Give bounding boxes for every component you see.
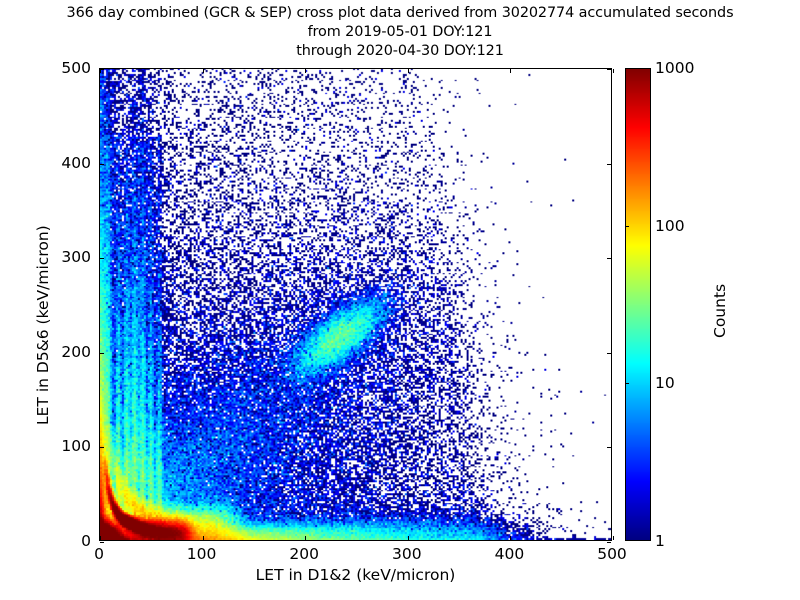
x-tick xyxy=(202,536,204,540)
colorbar-label: Counts xyxy=(711,283,729,338)
density-heatmap xyxy=(100,69,611,540)
x-tick-label: 500 xyxy=(597,545,627,563)
x-tick-top xyxy=(510,69,512,73)
title-line-3: through 2020-04-30 DOY:121 xyxy=(296,43,504,59)
x-tick-label: 400 xyxy=(494,545,525,563)
y-axis-label: LET in D5&6 (keV/micron) xyxy=(34,225,52,425)
y-tick-label: 500 xyxy=(61,59,91,77)
colorbar-tick xyxy=(625,225,629,227)
x-tick-label: 100 xyxy=(186,545,217,563)
y-tick xyxy=(100,163,104,165)
y-tick-right xyxy=(607,163,611,165)
y-tick xyxy=(100,69,104,71)
y-tick-right xyxy=(607,447,611,449)
colorbar-tick-label: 10 xyxy=(655,374,675,393)
y-tick-label: 200 xyxy=(61,342,91,361)
x-tick-top xyxy=(407,69,409,73)
y-tick-label: 300 xyxy=(61,248,91,267)
x-tick-top xyxy=(202,69,204,73)
x-tick-top xyxy=(305,69,307,73)
x-tick-top xyxy=(613,69,615,73)
colorbar xyxy=(625,68,651,541)
colorbar-tick-label: 1000 xyxy=(655,59,695,77)
y-tick-right xyxy=(607,352,611,354)
y-tick-label: 100 xyxy=(61,437,91,456)
x-tick xyxy=(407,536,409,540)
title-line-2: from 2019-05-01 DOY:121 xyxy=(307,24,493,40)
x-axis-label: LET in D1&2 (keV/micron) xyxy=(255,566,456,584)
plot-area xyxy=(99,68,615,544)
y-tick xyxy=(100,542,104,544)
y-tick-label: 0 xyxy=(81,532,91,550)
chart-title: 366 day combined (GCR & SEP) cross plot … xyxy=(0,4,800,61)
x-tick xyxy=(613,536,615,540)
colorbar-tick-label: 100 xyxy=(655,216,685,235)
y-tick xyxy=(100,258,104,260)
x-tick-label: 200 xyxy=(289,545,319,563)
y-tick xyxy=(100,447,104,449)
x-tick xyxy=(305,536,307,540)
colorbar-gradient xyxy=(625,68,651,541)
x-tick-label: 300 xyxy=(392,545,422,563)
y-tick-right xyxy=(607,258,611,260)
y-tick xyxy=(100,352,104,354)
y-tick-right xyxy=(607,69,611,71)
x-tick xyxy=(510,536,512,540)
y-tick-label: 400 xyxy=(61,153,91,172)
x-tick xyxy=(100,536,102,540)
title-line-1: 366 day combined (GCR & SEP) cross plot … xyxy=(66,5,734,21)
colorbar-tick-label: 1 xyxy=(655,532,665,550)
x-tick-top xyxy=(100,69,102,73)
y-tick-right xyxy=(607,542,611,544)
x-tick-label: 0 xyxy=(94,545,104,563)
colorbar-tick xyxy=(625,383,629,385)
